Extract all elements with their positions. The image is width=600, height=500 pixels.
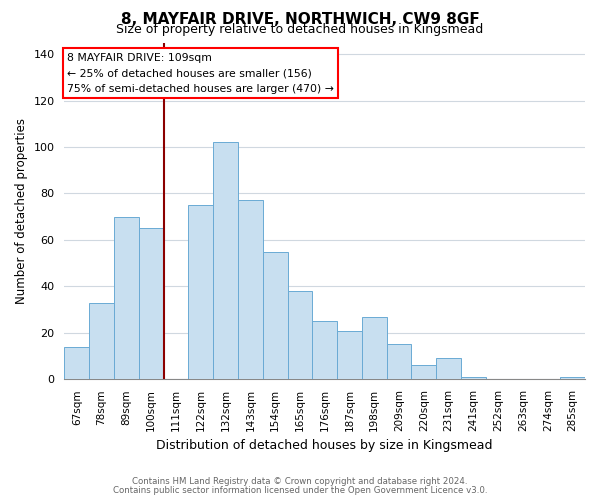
X-axis label: Distribution of detached houses by size in Kingsmead: Distribution of detached houses by size … <box>157 440 493 452</box>
Bar <box>461 377 486 380</box>
Text: Contains public sector information licensed under the Open Government Licence v3: Contains public sector information licen… <box>113 486 487 495</box>
Bar <box>238 200 263 380</box>
Text: 8, MAYFAIR DRIVE, NORTHWICH, CW9 8GF: 8, MAYFAIR DRIVE, NORTHWICH, CW9 8GF <box>121 12 479 26</box>
Bar <box>362 316 386 380</box>
Bar <box>64 347 89 380</box>
Bar <box>188 205 213 380</box>
Bar <box>213 142 238 380</box>
Y-axis label: Number of detached properties: Number of detached properties <box>15 118 28 304</box>
Bar <box>114 216 139 380</box>
Bar <box>412 366 436 380</box>
Bar <box>139 228 164 380</box>
Text: Size of property relative to detached houses in Kingsmead: Size of property relative to detached ho… <box>116 22 484 36</box>
Bar <box>287 291 313 380</box>
Bar <box>313 321 337 380</box>
Bar <box>263 252 287 380</box>
Bar <box>560 377 585 380</box>
Bar <box>386 344 412 380</box>
Bar <box>337 330 362 380</box>
Bar <box>436 358 461 380</box>
Text: 8 MAYFAIR DRIVE: 109sqm
← 25% of detached houses are smaller (156)
75% of semi-d: 8 MAYFAIR DRIVE: 109sqm ← 25% of detache… <box>67 52 334 94</box>
Text: Contains HM Land Registry data © Crown copyright and database right 2024.: Contains HM Land Registry data © Crown c… <box>132 478 468 486</box>
Bar <box>89 302 114 380</box>
